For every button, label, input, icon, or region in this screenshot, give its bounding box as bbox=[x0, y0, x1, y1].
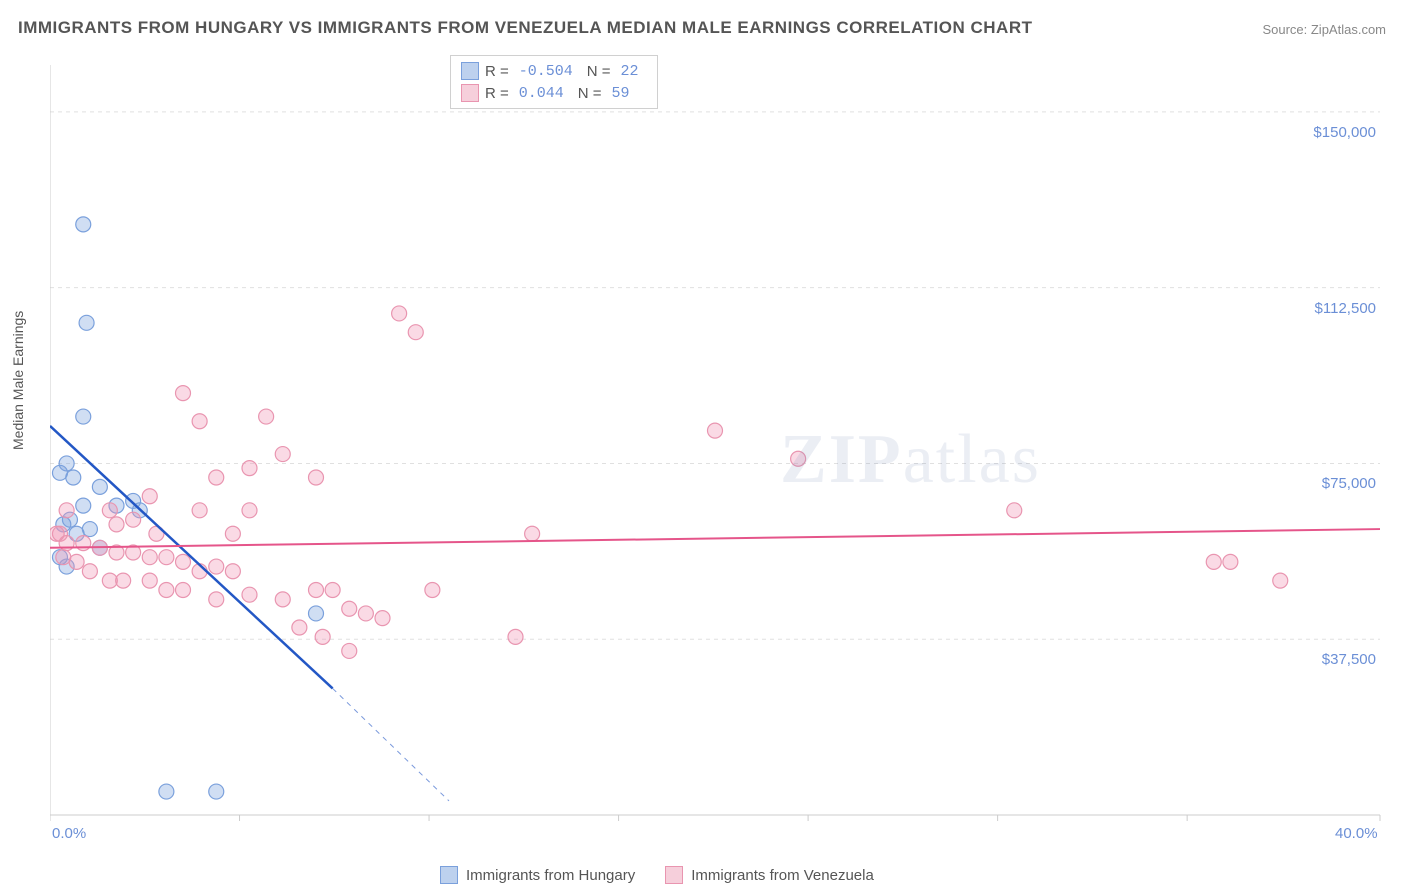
legend-n-label: N = bbox=[587, 63, 611, 80]
legend-stat-row: R = -0.504 N = 22 bbox=[461, 60, 647, 82]
x-tick-label: 0.0% bbox=[52, 825, 86, 842]
correlation-legend: R = -0.504 N = 22 R = 0.044 N = 59 bbox=[450, 55, 658, 109]
legend-r-value: -0.504 bbox=[515, 63, 581, 80]
legend-series-label: Immigrants from Venezuela bbox=[691, 867, 874, 884]
source-attribution: Source: ZipAtlas.com bbox=[1262, 22, 1386, 37]
series-legend: Immigrants from Hungary Immigrants from V… bbox=[440, 866, 874, 884]
y-tick-label: $112,500 bbox=[1315, 300, 1376, 317]
y-axis-label: Median Male Earnings bbox=[10, 311, 26, 450]
legend-n-label: N = bbox=[578, 85, 602, 102]
y-tick-label: $75,000 bbox=[1322, 475, 1376, 492]
legend-swatch-icon bbox=[461, 62, 479, 80]
legend-series-item: Immigrants from Venezuela bbox=[665, 866, 874, 884]
legend-series-label: Immigrants from Hungary bbox=[466, 867, 635, 884]
legend-n-value: 22 bbox=[617, 63, 647, 80]
legend-r-value: 0.044 bbox=[515, 85, 572, 102]
y-tick-label: $37,500 bbox=[1322, 651, 1376, 668]
legend-swatch-icon bbox=[461, 84, 479, 102]
legend-stat-row: R = 0.044 N = 59 bbox=[461, 82, 647, 104]
legend-swatch-icon bbox=[665, 866, 683, 884]
legend-n-value: 59 bbox=[608, 85, 638, 102]
legend-swatch-icon bbox=[440, 866, 458, 884]
y-tick-label: $150,000 bbox=[1313, 124, 1376, 141]
x-tick-label: 40.0% bbox=[1335, 825, 1378, 842]
scatter-chart-svg bbox=[50, 55, 1390, 835]
legend-r-label: R = bbox=[485, 63, 509, 80]
chart-title: IMMIGRANTS FROM HUNGARY VS IMMIGRANTS FR… bbox=[18, 18, 1032, 38]
legend-r-label: R = bbox=[485, 85, 509, 102]
chart-area bbox=[50, 55, 1390, 835]
legend-series-item: Immigrants from Hungary bbox=[440, 866, 635, 884]
